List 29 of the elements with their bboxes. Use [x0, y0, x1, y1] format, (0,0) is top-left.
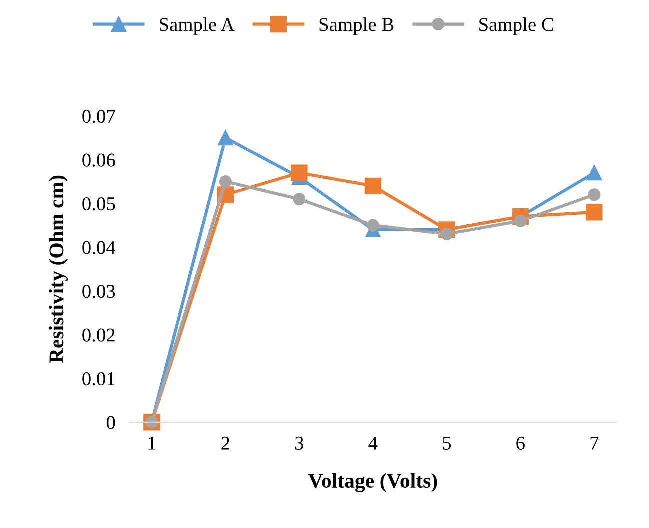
x-tick-label: 6: [516, 436, 525, 450]
y-tick-label: 0.07: [82, 110, 116, 124]
y-tick-label: 0.02: [82, 328, 115, 342]
y-tick-label: 0.04: [82, 241, 116, 254]
x-tick-label: 3: [295, 436, 304, 450]
y-tick-label: 0.03: [82, 284, 116, 298]
y-tick-label: 0.01: [82, 372, 115, 386]
y-axis-title: Resistivity (Ohm cm): [49, 176, 68, 364]
y-tick-label: 0.05: [82, 197, 116, 211]
point: [293, 193, 306, 206]
point: [364, 178, 382, 194]
y-tick-label: 0.06: [82, 154, 116, 167]
x-tick-label: 4: [368, 436, 378, 450]
x-tick-label: 2: [222, 436, 230, 450]
x-tick-label: 5: [443, 437, 452, 450]
x-tick-label: 7: [590, 437, 599, 450]
point: [586, 165, 602, 181]
point: [291, 164, 308, 182]
point: [366, 219, 380, 232]
legend-label: Sample A: [160, 18, 235, 36]
x-tick-label: 1: [148, 436, 156, 450]
point: [586, 204, 603, 221]
point: [588, 188, 601, 202]
legend-label: Sample C: [480, 18, 554, 36]
point: [218, 130, 234, 146]
legend-label: Sample B: [320, 18, 394, 36]
point: [219, 176, 232, 188]
x-axis-title: Voltage (Volts): [308, 473, 438, 492]
y-tick-label: 0: [106, 416, 116, 430]
